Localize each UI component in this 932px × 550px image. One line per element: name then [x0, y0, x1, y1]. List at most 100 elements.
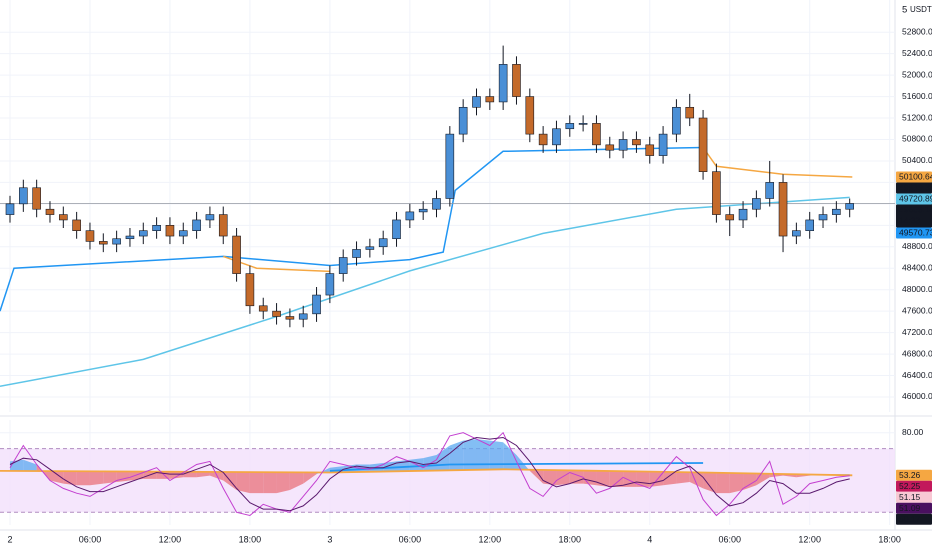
cloud	[196, 471, 210, 478]
y-tick-label: 46000.00	[902, 391, 932, 401]
cloud	[49, 471, 64, 484]
osc-level-line	[0, 468, 853, 477]
price-tag-label: 49720.89	[899, 194, 932, 204]
cloud	[703, 472, 717, 494]
candle-body	[552, 128, 561, 146]
price-tag	[896, 171, 932, 183]
x-tick-label: 06:00	[399, 534, 422, 544]
candle-body	[218, 214, 228, 237]
price-tag-label: 51.15	[899, 492, 921, 502]
price-tag	[896, 193, 932, 205]
candle-body	[458, 106, 468, 135]
candle-body	[672, 106, 681, 135]
cloud	[516, 455, 530, 471]
price-tag-label: 49939.34	[899, 183, 932, 193]
candle-body	[325, 273, 335, 296]
x-tick-label: 2	[7, 534, 12, 544]
price-tag	[896, 502, 932, 514]
cloud	[503, 442, 517, 470]
candle-body	[272, 310, 281, 317]
candle-body	[365, 246, 375, 250]
candle-body	[698, 117, 708, 172]
candle-body	[752, 198, 761, 210]
candle-body	[19, 187, 28, 205]
price-tag	[896, 469, 932, 481]
candle-body	[352, 249, 361, 258]
y-tick-label: 48400.00	[902, 262, 932, 272]
candle-body	[512, 64, 521, 97]
candle-body	[832, 208, 841, 215]
price-tag-label: 49606.14	[899, 205, 932, 215]
candle-body	[405, 211, 415, 221]
x-tick-label: 4	[647, 534, 652, 544]
cloud	[289, 472, 304, 490]
candle-body	[578, 123, 588, 125]
y-tick-label: 48800.00	[902, 241, 932, 251]
cloud	[583, 470, 597, 486]
candle-body	[485, 96, 495, 103]
price-tag	[896, 513, 932, 525]
cloud	[743, 473, 757, 490]
candle-body	[125, 235, 135, 240]
x-tick-label: 18:00	[239, 534, 262, 544]
price-tag-label: 50100.64	[899, 172, 932, 182]
cloud	[716, 472, 730, 494]
candle-body	[645, 144, 655, 156]
indicator-line	[0, 196, 850, 388]
unit-label: USDT	[910, 5, 932, 14]
x-tick-label: 06:00	[79, 534, 102, 544]
cloud	[463, 439, 477, 471]
cloud	[543, 469, 557, 486]
candle-body	[258, 305, 268, 312]
price-tag	[896, 182, 932, 194]
candle-body	[738, 208, 748, 221]
cloud	[663, 471, 677, 486]
candle-body	[152, 225, 161, 231]
y-tick-label: 52400.00	[902, 48, 932, 58]
candle-body	[632, 139, 641, 146]
y-tick-label: 46800.00	[902, 348, 932, 358]
x-tick-label: 18:00	[559, 534, 582, 544]
candle-body	[765, 182, 775, 199]
cloud	[476, 439, 490, 470]
cloud	[303, 472, 317, 484]
candle-body	[98, 241, 108, 245]
x-tick-label: 12:00	[159, 534, 182, 544]
candle-body	[285, 316, 295, 320]
candle-body	[72, 219, 81, 231]
candle-body	[658, 133, 668, 156]
cloud	[489, 440, 504, 470]
candle-body	[32, 187, 41, 210]
candle-body	[432, 198, 441, 210]
candle-body	[778, 182, 788, 237]
y-tick-label: 48000.00	[902, 284, 932, 294]
candle-body	[592, 123, 601, 146]
candle-body	[112, 238, 121, 245]
candle-body	[138, 230, 148, 237]
y-tick-label: 80.00	[902, 427, 924, 437]
y-tick-label: 50400.00	[902, 155, 932, 165]
y-tick-label: 51200.00	[902, 112, 932, 122]
price-tag	[896, 204, 932, 228]
cloud	[649, 471, 664, 487]
osc-line	[9, 436, 850, 512]
candle-body	[538, 133, 548, 146]
y-tick-label: 52000.00	[902, 69, 932, 79]
x-tick-label: 12:00	[479, 534, 502, 544]
candle-body	[338, 257, 348, 274]
cloud	[609, 471, 624, 487]
cloud	[76, 471, 90, 486]
candle-body	[392, 219, 401, 240]
candle-body	[685, 106, 695, 119]
x-tick-label: 06:00	[718, 534, 741, 544]
cloud	[729, 472, 744, 494]
candle-body	[445, 133, 455, 199]
candle-body	[418, 208, 428, 213]
candle-body	[232, 235, 241, 274]
candle-body	[85, 230, 95, 242]
y-tick-label: 47200.00	[902, 327, 932, 337]
cloud	[103, 471, 117, 484]
price-tag	[896, 491, 932, 503]
y-tick-label: 52800.00	[902, 26, 932, 36]
